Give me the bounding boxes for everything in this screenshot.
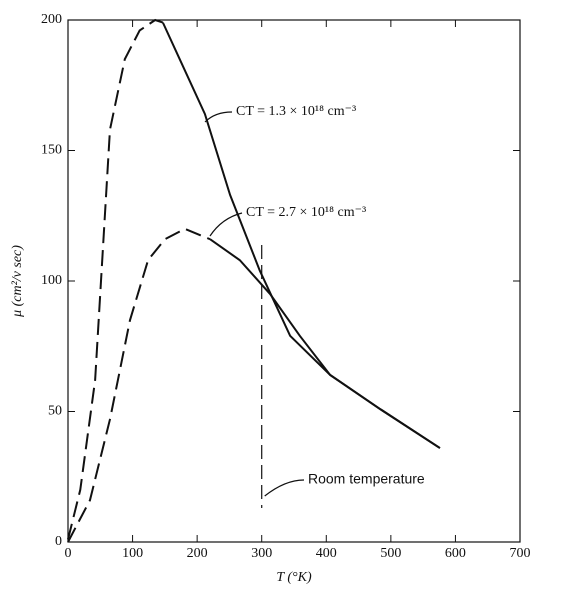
x-tick-label: 600 bbox=[445, 546, 466, 561]
annotation-text: Room temperature bbox=[308, 471, 425, 487]
x-tick-label: 0 bbox=[65, 546, 72, 561]
plot-frame bbox=[67, 19, 521, 543]
annotation-leader bbox=[264, 479, 305, 497]
x-tick-label: 300 bbox=[251, 546, 272, 561]
y-tick-label: 100 bbox=[41, 273, 62, 288]
y-tick-label: 150 bbox=[41, 143, 62, 158]
series-line-dashed bbox=[67, 18, 164, 540]
y-tick-label: 0 bbox=[55, 534, 62, 549]
x-tick-label: 700 bbox=[510, 546, 531, 561]
series-label: CT = 1.3 × 10¹⁸ cm⁻³ bbox=[236, 104, 356, 119]
x-tick-label: 500 bbox=[380, 546, 401, 561]
series-line-dashed bbox=[67, 227, 211, 543]
x-tick-label: 200 bbox=[187, 546, 208, 561]
leader-line bbox=[204, 111, 233, 123]
y-tick-label: 200 bbox=[41, 12, 62, 27]
x-tick-label: 100 bbox=[122, 546, 143, 561]
series-line bbox=[162, 22, 441, 449]
x-axis-label: T (°K) bbox=[276, 570, 312, 585]
series-line bbox=[209, 238, 441, 449]
x-tick-label: 400 bbox=[316, 546, 337, 561]
leader-line bbox=[209, 212, 243, 237]
y-tick-label: 50 bbox=[48, 404, 62, 419]
series-label: CT = 2.7 × 10¹⁸ cm⁻³ bbox=[246, 205, 366, 220]
y-axis-label: μ (cm²/v sec) bbox=[10, 245, 25, 318]
